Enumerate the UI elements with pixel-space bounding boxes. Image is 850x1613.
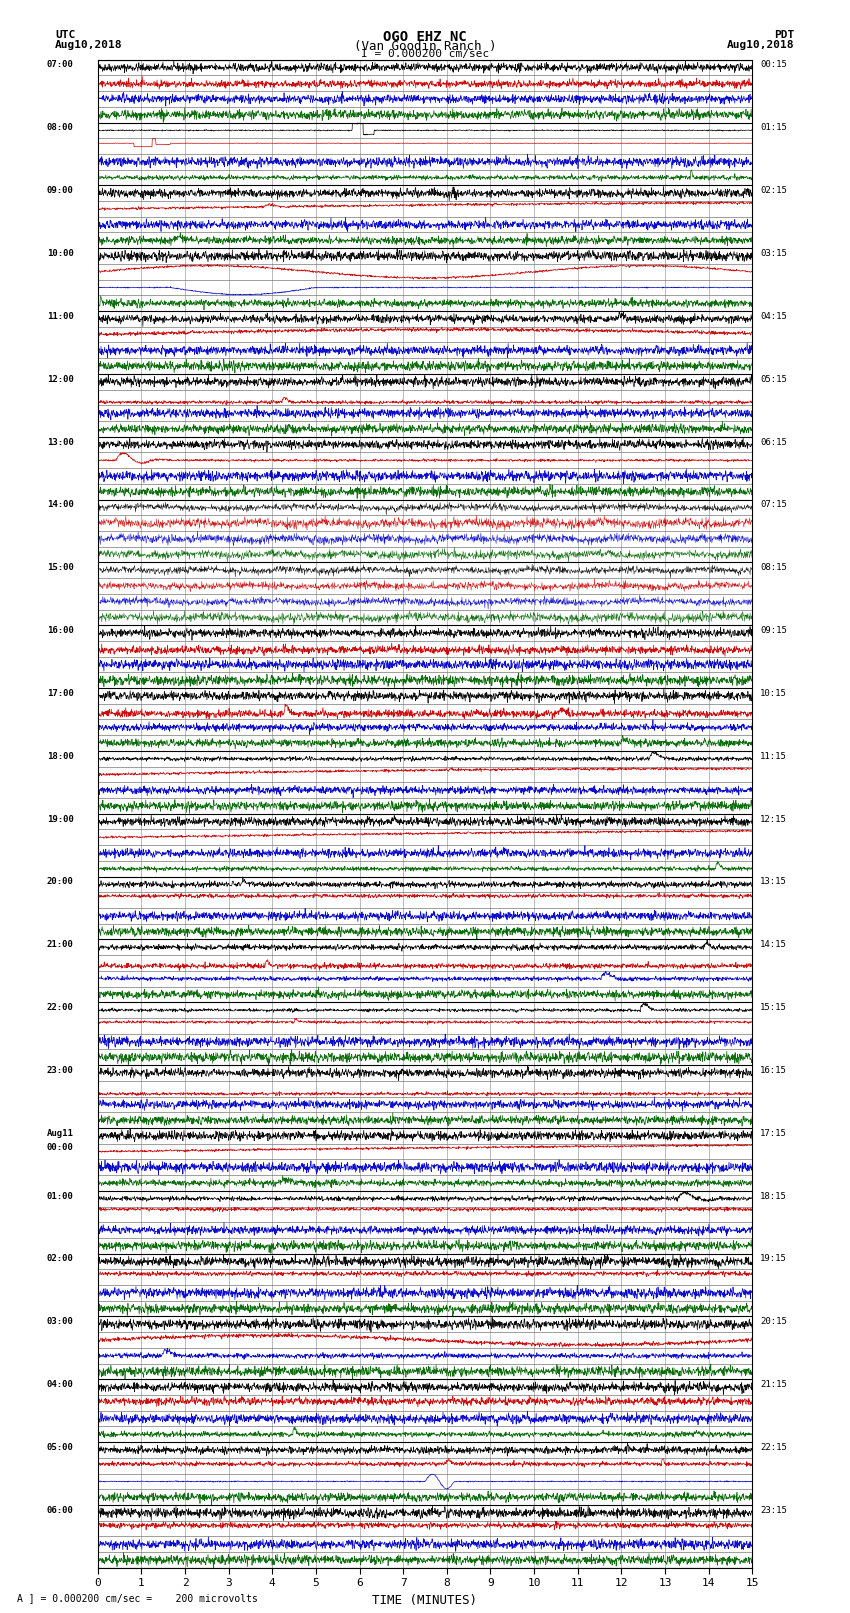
Text: 02:15: 02:15	[760, 185, 787, 195]
Text: 01:00: 01:00	[47, 1192, 74, 1200]
Text: 14:00: 14:00	[47, 500, 74, 510]
Text: 04:00: 04:00	[47, 1381, 74, 1389]
Text: 17:00: 17:00	[47, 689, 74, 698]
Text: 20:00: 20:00	[47, 877, 74, 887]
Text: 08:00: 08:00	[47, 123, 74, 132]
Text: 00:00: 00:00	[47, 1144, 74, 1152]
Text: A ] = 0.000200 cm/sec =    200 microvolts: A ] = 0.000200 cm/sec = 200 microvolts	[17, 1594, 258, 1603]
Text: 23:00: 23:00	[47, 1066, 74, 1074]
Text: 05:15: 05:15	[760, 374, 787, 384]
Text: 19:15: 19:15	[760, 1255, 787, 1263]
Text: 12:00: 12:00	[47, 374, 74, 384]
Text: 19:00: 19:00	[47, 815, 74, 824]
Text: 16:00: 16:00	[47, 626, 74, 636]
Text: Aug10,2018: Aug10,2018	[55, 39, 122, 50]
Text: 13:15: 13:15	[760, 877, 787, 887]
Text: 12:15: 12:15	[760, 815, 787, 824]
Text: 20:15: 20:15	[760, 1318, 787, 1326]
Text: 03:15: 03:15	[760, 248, 787, 258]
Text: I = 0.000200 cm/sec: I = 0.000200 cm/sec	[361, 50, 489, 60]
Text: Aug11: Aug11	[47, 1129, 74, 1137]
Text: OGO EHZ NC: OGO EHZ NC	[383, 31, 467, 44]
Text: 18:15: 18:15	[760, 1192, 787, 1200]
Text: 09:00: 09:00	[47, 185, 74, 195]
Text: 22:00: 22:00	[47, 1003, 74, 1011]
Text: 03:00: 03:00	[47, 1318, 74, 1326]
Text: 15:15: 15:15	[760, 1003, 787, 1011]
Text: 08:15: 08:15	[760, 563, 787, 573]
Text: 16:15: 16:15	[760, 1066, 787, 1074]
X-axis label: TIME (MINUTES): TIME (MINUTES)	[372, 1594, 478, 1607]
Text: 21:00: 21:00	[47, 940, 74, 948]
Text: 15:00: 15:00	[47, 563, 74, 573]
Text: 10:00: 10:00	[47, 248, 74, 258]
Text: 22:15: 22:15	[760, 1444, 787, 1452]
Text: 04:15: 04:15	[760, 311, 787, 321]
Text: 17:15: 17:15	[760, 1129, 787, 1137]
Text: 07:00: 07:00	[47, 60, 74, 69]
Text: 11:00: 11:00	[47, 311, 74, 321]
Text: 10:15: 10:15	[760, 689, 787, 698]
Text: 18:00: 18:00	[47, 752, 74, 761]
Text: 23:15: 23:15	[760, 1507, 787, 1515]
Text: Aug10,2018: Aug10,2018	[728, 39, 795, 50]
Text: 06:00: 06:00	[47, 1507, 74, 1515]
Text: 13:00: 13:00	[47, 437, 74, 447]
Text: 21:15: 21:15	[760, 1381, 787, 1389]
Text: 11:15: 11:15	[760, 752, 787, 761]
Text: UTC: UTC	[55, 31, 76, 40]
Text: 14:15: 14:15	[760, 940, 787, 948]
Text: 00:15: 00:15	[760, 60, 787, 69]
Text: 09:15: 09:15	[760, 626, 787, 636]
Text: 02:00: 02:00	[47, 1255, 74, 1263]
Text: 05:00: 05:00	[47, 1444, 74, 1452]
Text: 06:15: 06:15	[760, 437, 787, 447]
Text: 07:15: 07:15	[760, 500, 787, 510]
Text: (Van Goodin Ranch ): (Van Goodin Ranch )	[354, 39, 496, 53]
Text: 01:15: 01:15	[760, 123, 787, 132]
Text: PDT: PDT	[774, 31, 795, 40]
